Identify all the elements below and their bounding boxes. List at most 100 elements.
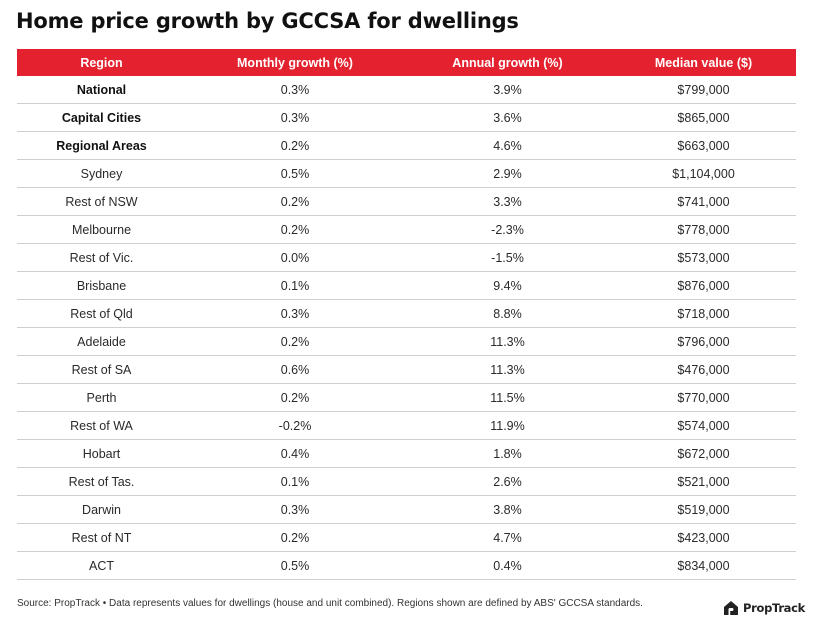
region-cell: National	[17, 76, 186, 104]
annual-growth-cell: 0.4%	[404, 551, 611, 580]
annual-growth-cell: 3.9%	[404, 76, 611, 104]
proptrack-logo: PropTrack	[723, 600, 805, 616]
annual-growth-cell: 3.3%	[404, 187, 611, 216]
monthly-growth-cell: 0.3%	[186, 299, 404, 328]
region-cell: Rest of SA	[17, 355, 186, 384]
monthly-growth-cell: 0.2%	[186, 131, 404, 160]
median-value-cell: $834,000	[611, 551, 796, 580]
table-row: Rest of SA 0.6% 11.3% $476,000	[17, 355, 796, 384]
monthly-growth-cell: 0.2%	[186, 215, 404, 244]
median-value-cell: $718,000	[611, 299, 796, 328]
brand-name: PropTrack	[743, 601, 806, 615]
region-cell: Rest of Qld	[17, 299, 186, 328]
monthly-growth-cell: 0.1%	[186, 467, 404, 496]
region-cell: Capital Cities	[17, 103, 186, 132]
growth-table: Region Monthly growth (%) Annual growth …	[17, 49, 796, 580]
header-median-value: Median value ($)	[654, 55, 753, 70]
annual-growth-cell: -2.3%	[404, 215, 611, 244]
annual-growth-cell: 3.6%	[404, 103, 611, 132]
region-cell: Rest of Tas.	[17, 467, 186, 496]
monthly-growth-cell: 0.2%	[186, 383, 404, 412]
region-cell: Hobart	[17, 439, 186, 468]
annual-growth-cell: 1.8%	[404, 439, 611, 468]
annual-growth-cell: 11.5%	[404, 383, 611, 412]
region-cell: ACT	[17, 551, 186, 580]
region-cell: Rest of WA	[17, 411, 186, 440]
monthly-growth-cell: 0.2%	[186, 187, 404, 216]
annual-growth-cell: 8.8%	[404, 299, 611, 328]
table-row: Rest of Tas. 0.1% 2.6% $521,000	[17, 467, 796, 496]
region-cell: Sydney	[17, 159, 186, 188]
annual-growth-cell: 3.8%	[404, 495, 611, 524]
region-cell: Rest of NT	[17, 523, 186, 552]
median-value-cell: $876,000	[611, 271, 796, 300]
monthly-growth-cell: 0.6%	[186, 355, 404, 384]
proptrack-house-icon	[724, 601, 738, 615]
median-value-cell: $573,000	[611, 243, 796, 272]
median-value-cell: $796,000	[611, 327, 796, 356]
median-value-cell: $741,000	[611, 187, 796, 216]
table-row: Rest of WA -0.2% 11.9% $574,000	[17, 411, 796, 440]
monthly-growth-cell: 0.3%	[186, 103, 404, 132]
table-row: Melbourne 0.2% -2.3% $778,000	[17, 215, 796, 244]
region-cell: Rest of Vic.	[17, 243, 186, 272]
annual-growth-cell: 11.3%	[404, 355, 611, 384]
table-row: Capital Cities 0.3% 3.6% $865,000	[17, 103, 796, 132]
annual-growth-cell: 11.9%	[404, 411, 611, 440]
monthly-growth-cell: 0.2%	[186, 327, 404, 356]
region-cell: Rest of NSW	[17, 187, 186, 216]
annual-growth-cell: 9.4%	[404, 271, 611, 300]
table-row: Sydney 0.5% 2.9% $1,104,000	[17, 159, 796, 188]
region-cell: Regional Areas	[17, 131, 186, 160]
annual-growth-cell: 4.6%	[404, 131, 611, 160]
table-row: Adelaide 0.2% 11.3% $796,000	[17, 327, 796, 356]
annual-growth-cell: 2.9%	[404, 159, 611, 188]
table-row: National 0.3% 3.9% $799,000	[17, 76, 796, 104]
median-value-cell: $770,000	[611, 383, 796, 412]
monthly-growth-cell: -0.2%	[186, 411, 404, 440]
annual-growth-cell: 2.6%	[404, 467, 611, 496]
median-value-cell: $1,104,000	[611, 159, 796, 188]
region-cell: Perth	[17, 383, 186, 412]
source-note: Source: PropTrack • Data represents valu…	[17, 598, 643, 609]
table-row: Brisbane 0.1% 9.4% $876,000	[17, 271, 796, 300]
table-header: Region Monthly growth (%) Annual growth …	[17, 49, 796, 76]
table-body: National 0.3% 3.9% $799,000 Capital Cities 0.…	[17, 76, 796, 580]
monthly-growth-cell: 0.3%	[186, 495, 404, 524]
header-region: Region	[80, 55, 123, 70]
median-value-cell: $865,000	[611, 103, 796, 132]
median-value-cell: $778,000	[611, 215, 796, 244]
monthly-growth-cell: 0.3%	[186, 76, 404, 104]
header-annual-growth: Annual growth (%)	[452, 55, 563, 70]
median-value-cell: $799,000	[611, 76, 796, 104]
table-row: Rest of Vic. 0.0% -1.5% $573,000	[17, 243, 796, 272]
monthly-growth-cell: 0.5%	[186, 551, 404, 580]
table-row: Regional Areas 0.2% 4.6% $663,000	[17, 131, 796, 160]
table-row: Rest of NSW 0.2% 3.3% $741,000	[17, 187, 796, 216]
table-row: Rest of Qld 0.3% 8.8% $718,000	[17, 299, 796, 328]
monthly-growth-cell: 0.0%	[186, 243, 404, 272]
median-value-cell: $476,000	[611, 355, 796, 384]
table-row: Hobart 0.4% 1.8% $672,000	[17, 439, 796, 468]
table-row: Perth 0.2% 11.5% $770,000	[17, 383, 796, 412]
monthly-growth-cell: 0.4%	[186, 439, 404, 468]
table-row: ACT 0.5% 0.4% $834,000	[17, 551, 796, 580]
median-value-cell: $423,000	[611, 523, 796, 552]
monthly-growth-cell: 0.1%	[186, 271, 404, 300]
median-value-cell: $672,000	[611, 439, 796, 468]
table-row: Darwin 0.3% 3.8% $519,000	[17, 495, 796, 524]
region-cell: Melbourne	[17, 215, 186, 244]
median-value-cell: $574,000	[611, 411, 796, 440]
median-value-cell: $519,000	[611, 495, 796, 524]
header-monthly-growth: Monthly growth (%)	[237, 55, 353, 70]
region-cell: Brisbane	[17, 271, 186, 300]
median-value-cell: $663,000	[611, 131, 796, 160]
region-cell: Darwin	[17, 495, 186, 524]
table-row: Rest of NT 0.2% 4.7% $423,000	[17, 523, 796, 552]
region-cell: Adelaide	[17, 327, 186, 356]
header-row: Region Monthly growth (%) Annual growth …	[17, 49, 796, 76]
annual-growth-cell: 11.3%	[404, 327, 611, 356]
monthly-growth-cell: 0.2%	[186, 523, 404, 552]
monthly-growth-cell: 0.5%	[186, 159, 404, 188]
page-title: Home price growth by GCCSA for dwellings	[16, 9, 519, 33]
